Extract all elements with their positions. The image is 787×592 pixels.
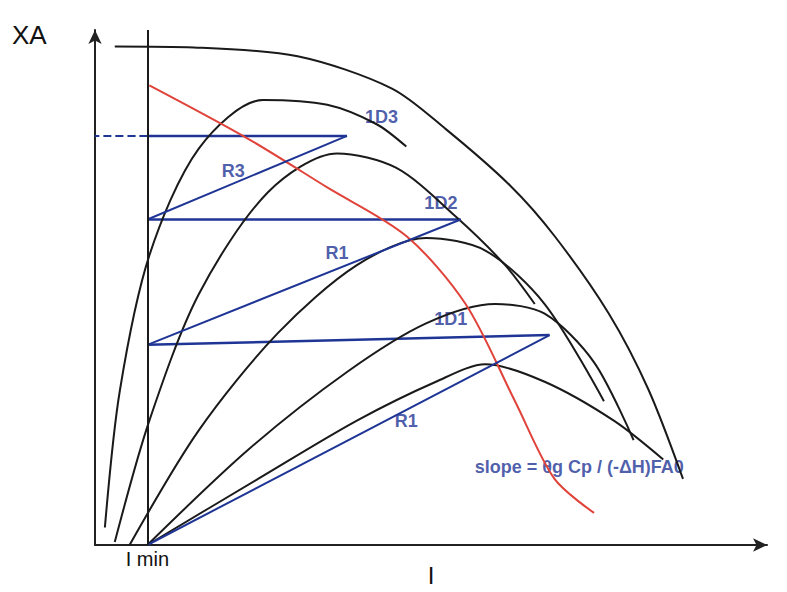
- svg-text:R3: R3: [222, 161, 245, 181]
- svg-text:1D3: 1D3: [365, 107, 398, 127]
- svg-text:slope = θg Cp / (-ΔH)FA0: slope = θg Cp / (-ΔH)FA0: [475, 457, 684, 477]
- svg-text:XA: XA: [12, 20, 47, 50]
- svg-text:1D1: 1D1: [434, 308, 468, 329]
- svg-text:I: I: [428, 562, 435, 589]
- svg-text:R1: R1: [394, 410, 418, 431]
- svg-text:R1: R1: [326, 243, 349, 263]
- svg-text:1D2: 1D2: [424, 193, 458, 213]
- svg-text:I min: I min: [126, 548, 169, 570]
